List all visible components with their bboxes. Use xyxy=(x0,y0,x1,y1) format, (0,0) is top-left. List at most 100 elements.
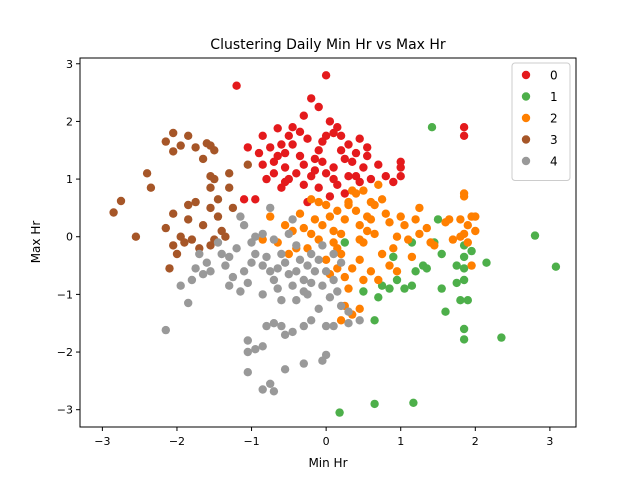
point-cluster-0 xyxy=(273,151,282,161)
point-cluster-2 xyxy=(415,203,424,213)
point-cluster-2 xyxy=(385,261,394,270)
point-cluster-0 xyxy=(366,174,376,184)
point-cluster-4 xyxy=(310,267,320,276)
point-cluster-0 xyxy=(299,111,308,120)
point-cluster-4 xyxy=(184,298,193,308)
point-cluster-0 xyxy=(314,102,323,112)
point-cluster-4 xyxy=(307,278,316,288)
point-cluster-2 xyxy=(299,223,308,233)
point-cluster-0 xyxy=(295,151,305,161)
point-cluster-2 xyxy=(430,241,439,250)
points-layer xyxy=(109,71,561,417)
point-cluster-3 xyxy=(191,143,200,152)
point-cluster-1 xyxy=(335,408,344,417)
point-cluster-4 xyxy=(258,290,267,299)
point-cluster-2 xyxy=(355,304,364,313)
point-cluster-4 xyxy=(247,258,256,267)
point-cluster-2 xyxy=(463,238,472,247)
point-cluster-0 xyxy=(277,183,286,192)
point-cluster-4 xyxy=(277,296,286,305)
point-cluster-1 xyxy=(389,252,398,262)
point-cluster-2 xyxy=(266,212,275,221)
point-cluster-4 xyxy=(284,229,293,239)
point-cluster-4 xyxy=(321,267,331,276)
point-cluster-3 xyxy=(206,172,215,181)
point-cluster-4 xyxy=(243,336,252,345)
point-cluster-4 xyxy=(318,281,327,290)
point-cluster-4 xyxy=(295,255,305,264)
point-cluster-0 xyxy=(239,195,249,204)
point-cluster-0 xyxy=(314,146,323,155)
point-cluster-2 xyxy=(374,275,383,285)
point-cluster-2 xyxy=(363,212,372,221)
x-tick-label: −1 xyxy=(243,435,259,448)
point-cluster-4 xyxy=(277,321,286,331)
point-cluster-2 xyxy=(307,229,316,239)
point-cluster-0 xyxy=(284,131,293,140)
point-cluster-4 xyxy=(258,342,267,351)
point-cluster-0 xyxy=(355,134,364,143)
point-cluster-4 xyxy=(321,321,331,331)
point-cluster-2 xyxy=(336,316,346,325)
point-cluster-2 xyxy=(351,189,361,198)
point-cluster-4 xyxy=(333,287,342,296)
point-cluster-2 xyxy=(456,232,465,241)
y-axis: −3 −2 −1 0 1 2 3 xyxy=(57,58,80,417)
point-cluster-2 xyxy=(321,255,331,264)
point-cluster-4 xyxy=(243,278,252,288)
point-cluster-4 xyxy=(299,287,308,296)
point-cluster-0 xyxy=(307,94,316,103)
point-cluster-2 xyxy=(359,275,368,285)
point-cluster-2 xyxy=(340,272,349,282)
point-cluster-1 xyxy=(452,278,461,288)
point-cluster-3 xyxy=(191,197,200,207)
legend-box xyxy=(511,62,571,181)
chart-title: Clustering Daily Min Hr vs Max Hr xyxy=(210,37,446,53)
point-cluster-2 xyxy=(307,195,316,204)
point-cluster-1 xyxy=(463,296,472,305)
point-cluster-4 xyxy=(258,385,267,394)
point-cluster-1 xyxy=(459,275,469,285)
legend-label-1: 1 xyxy=(550,90,558,104)
point-cluster-4 xyxy=(299,321,308,331)
point-cluster-4 xyxy=(318,241,327,250)
point-cluster-0 xyxy=(266,143,275,152)
point-cluster-0 xyxy=(262,174,271,184)
plot-frame xyxy=(79,57,577,428)
point-cluster-4 xyxy=(262,252,271,262)
point-cluster-4 xyxy=(288,327,297,337)
point-cluster-2 xyxy=(336,229,346,239)
y-tick-label: −2 xyxy=(57,346,73,359)
point-cluster-0 xyxy=(251,195,260,204)
point-cluster-0 xyxy=(280,148,290,158)
point-cluster-1 xyxy=(433,215,443,224)
x-tick-label: 1 xyxy=(397,435,404,448)
point-cluster-2 xyxy=(471,212,480,221)
point-cluster-3 xyxy=(146,183,156,192)
legend: 0 1 2 3 4 xyxy=(511,62,571,181)
point-cluster-1 xyxy=(459,335,469,344)
point-cluster-4 xyxy=(303,261,312,270)
point-cluster-2 xyxy=(389,244,398,253)
point-cluster-1 xyxy=(452,261,461,270)
point-cluster-3 xyxy=(187,235,197,244)
point-cluster-4 xyxy=(236,212,245,221)
point-cluster-1 xyxy=(370,316,379,325)
point-cluster-4 xyxy=(344,307,353,316)
point-cluster-2 xyxy=(310,215,320,224)
y-tick-label: −3 xyxy=(57,404,73,417)
point-cluster-3 xyxy=(161,137,170,146)
point-cluster-0 xyxy=(318,157,327,166)
point-cluster-1 xyxy=(411,267,420,276)
point-cluster-4 xyxy=(318,356,327,365)
point-cluster-0 xyxy=(284,174,293,184)
point-cluster-2 xyxy=(355,235,364,244)
point-cluster-4 xyxy=(243,347,252,357)
point-cluster-0 xyxy=(299,180,308,189)
point-cluster-1 xyxy=(409,398,418,407)
point-cluster-2 xyxy=(344,200,353,210)
point-cluster-0 xyxy=(344,172,353,181)
point-cluster-4 xyxy=(273,264,282,273)
point-cluster-0 xyxy=(389,177,398,187)
point-cluster-4 xyxy=(269,387,279,396)
